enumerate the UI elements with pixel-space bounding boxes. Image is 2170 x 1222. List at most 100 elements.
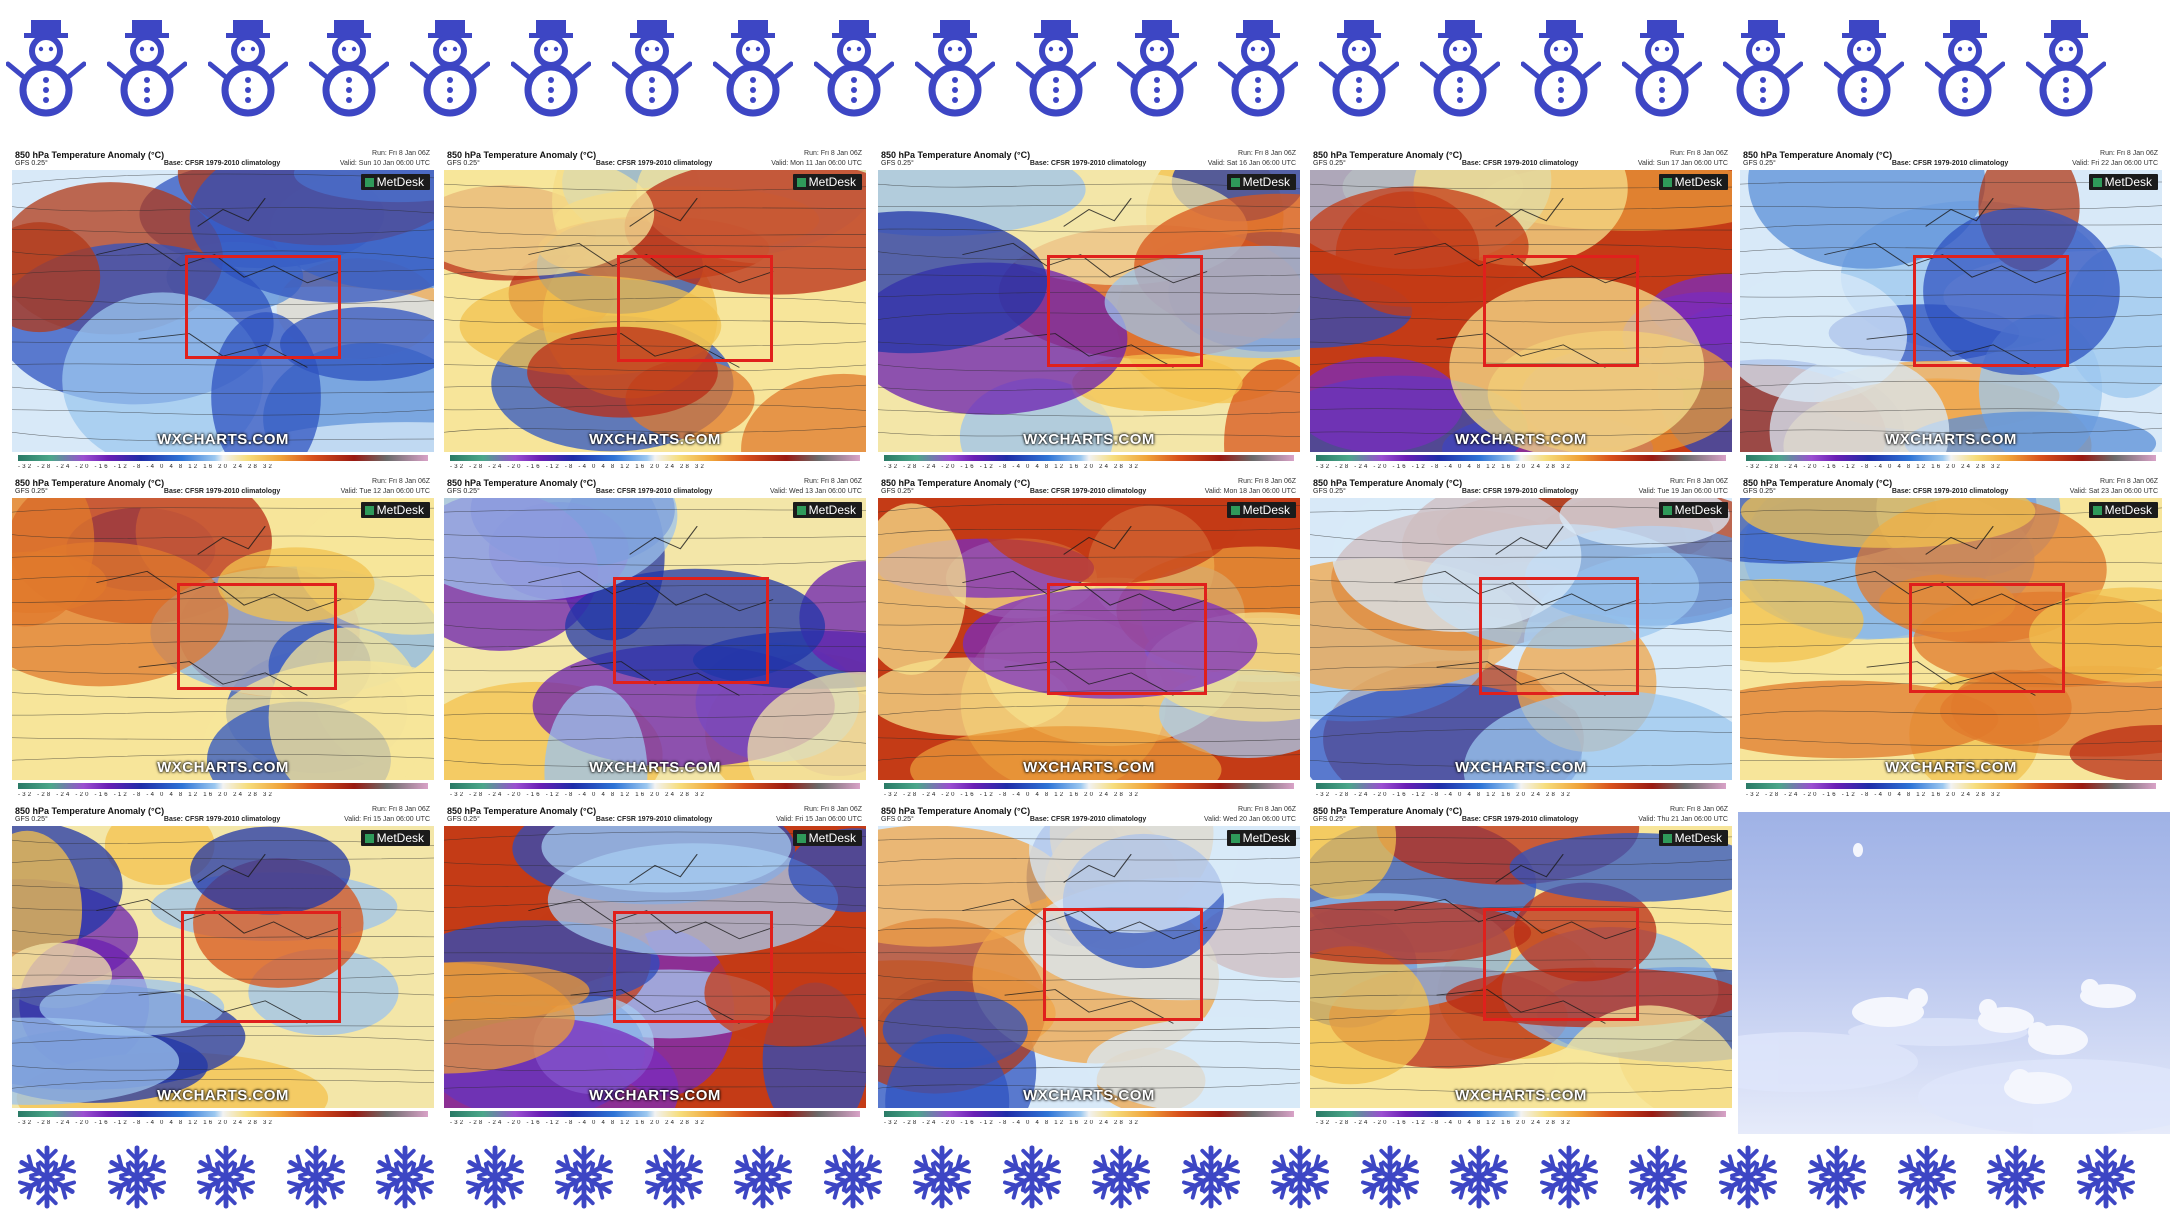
snowflake-icon — [17, 1145, 77, 1209]
snowman-icon — [1521, 20, 1601, 117]
metdesk-label: MetDesk — [1242, 175, 1290, 189]
metdesk-label: MetDesk — [808, 831, 856, 845]
snowman-icon — [1218, 20, 1298, 117]
metdesk-badge: MetDesk — [2088, 502, 2158, 518]
model-label: GFS 0.25° — [881, 160, 914, 167]
color-scale-bar — [18, 455, 428, 461]
color-scale-bar — [884, 1111, 1294, 1117]
temperature-anomaly-map-panel: 850 hPa Temperature Anomaly (°C) GFS 0.25… — [444, 806, 866, 1126]
map-title: 850 hPa Temperature Anomaly (°C) — [881, 478, 1031, 488]
map-title: 850 hPa Temperature Anomaly (°C) — [1313, 150, 1463, 160]
wxcharts-watermark: WXCHARTS.COM — [1885, 431, 2017, 448]
temperature-anomaly-map-panel: 850 hPa Temperature Anomaly (°C) GFS 0.25… — [878, 806, 1300, 1126]
valid-time-label: Valid: Fri 15 Jan 06:00 UTC — [776, 816, 862, 823]
model-label: GFS 0.25° — [1743, 488, 1776, 495]
region-highlight-box — [617, 254, 774, 362]
snowflake-icon — [2076, 1145, 2135, 1209]
snowflake-icon — [1807, 1145, 1867, 1209]
metdesk-logo-icon — [1662, 834, 1672, 843]
map-title: 850 hPa Temperature Anomaly (°C) — [447, 150, 597, 160]
map-title: 850 hPa Temperature Anomaly (°C) — [15, 478, 165, 488]
color-scale-ticks: -32 -28 -24 -20 -16 -12 -8 -4 0 4 8 12 1… — [1746, 464, 2003, 470]
temperature-anomaly-map-panel: 850 hPa Temperature Anomaly (°C) GFS 0.25… — [878, 150, 1300, 470]
model-label: GFS 0.25° — [15, 160, 48, 167]
run-time-label: Run: Fri 8 Jan 06Z — [2100, 150, 2158, 157]
color-scale-bar — [450, 783, 860, 789]
climatology-base-label: Base: CFSR 1979-2010 climatology — [1461, 488, 1579, 495]
snowflake-icon — [1986, 1145, 2046, 1209]
run-time-label: Run: Fri 8 Jan 06Z — [1238, 478, 1296, 485]
anomaly-map — [1310, 826, 1732, 1108]
snowflake-icon — [286, 1145, 345, 1209]
climatology-base-label: Base: CFSR 1979-2010 climatology — [1891, 160, 2009, 167]
metdesk-label: MetDesk — [376, 503, 424, 517]
metdesk-logo-icon — [1230, 178, 1240, 187]
snowman-icon — [1824, 20, 1904, 117]
anomaly-map — [1310, 498, 1732, 780]
temperature-anomaly-map-panel: 850 hPa Temperature Anomaly (°C) GFS 0.25… — [444, 478, 866, 798]
anomaly-map — [1740, 170, 2162, 452]
valid-time-label: Valid: Sat 23 Jan 06:00 UTC — [2069, 488, 2158, 495]
color-scale-ticks: -32 -28 -24 -20 -16 -12 -8 -4 0 4 8 12 1… — [884, 464, 1141, 470]
color-scale-bar — [884, 455, 1294, 461]
climatology-base-label: Base: CFSR 1979-2010 climatology — [163, 160, 281, 167]
temperature-anomaly-map-panel: 850 hPa Temperature Anomaly (°C) GFS 0.25… — [1310, 478, 1732, 798]
snowman-icon — [410, 20, 490, 117]
region-highlight-box — [1046, 582, 1208, 696]
map-title: 850 hPa Temperature Anomaly (°C) — [15, 150, 165, 160]
anomaly-map — [444, 826, 866, 1108]
climatology-base-label: Base: CFSR 1979-2010 climatology — [595, 488, 713, 495]
map-header: 850 hPa Temperature Anomaly (°C) GFS 0.25… — [12, 478, 434, 498]
wxcharts-watermark: WXCHARTS.COM — [1023, 759, 1155, 776]
snowman-icon — [107, 20, 187, 117]
snowflake-icon — [1002, 1145, 1061, 1209]
valid-time-label: Valid: Sun 10 Jan 06:00 UTC — [339, 160, 430, 167]
temperature-anomaly-map-panel: 850 hPa Temperature Anomaly (°C) GFS 0.25… — [444, 150, 866, 470]
map-header: 850 hPa Temperature Anomaly (°C) GFS 0.25… — [1310, 150, 1732, 170]
model-label: GFS 0.25° — [1313, 488, 1346, 495]
metdesk-badge: MetDesk — [1226, 174, 1296, 190]
run-time-label: Run: Fri 8 Jan 06Z — [1238, 150, 1296, 157]
region-highlight-box — [1913, 254, 2070, 368]
color-scale-ticks: -32 -28 -24 -20 -16 -12 -8 -4 0 4 8 12 1… — [884, 1120, 1141, 1126]
climatology-base-label: Base: CFSR 1979-2010 climatology — [1029, 160, 1147, 167]
model-label: GFS 0.25° — [1313, 160, 1346, 167]
valid-time-label: Valid: Wed 20 Jan 06:00 UTC — [1204, 816, 1296, 823]
climatology-base-label: Base: CFSR 1979-2010 climatology — [595, 816, 713, 823]
wxcharts-watermark: WXCHARTS.COM — [589, 1087, 721, 1104]
map-title: 850 hPa Temperature Anomaly (°C) — [447, 806, 597, 816]
metdesk-badge: MetDesk — [2088, 174, 2158, 190]
anomaly-map — [444, 498, 866, 780]
metdesk-badge: MetDesk — [360, 502, 430, 518]
map-header: 850 hPa Temperature Anomaly (°C) GFS 0.25… — [878, 478, 1300, 498]
temperature-anomaly-map-panel: 850 hPa Temperature Anomaly (°C) GFS 0.25… — [1310, 806, 1732, 1126]
snowman-icon — [309, 20, 389, 117]
snowflake-icon — [196, 1145, 256, 1209]
metdesk-logo-icon — [796, 834, 806, 843]
climatology-base-label: Base: CFSR 1979-2010 climatology — [1461, 816, 1579, 823]
anomaly-map — [444, 170, 866, 452]
climatology-base-label: Base: CFSR 1979-2010 climatology — [1891, 488, 2009, 495]
snowflake-icon — [1628, 1145, 1688, 1209]
snowman-icon — [1925, 20, 2005, 117]
map-header: 850 hPa Temperature Anomaly (°C) GFS 0.25… — [878, 806, 1300, 826]
map-header: 850 hPa Temperature Anomaly (°C) GFS 0.25… — [1310, 478, 1732, 498]
anomaly-map — [12, 170, 434, 452]
region-highlight-box — [1478, 576, 1640, 696]
region-highlight-box — [1042, 907, 1203, 1021]
anomaly-map — [12, 826, 434, 1108]
model-label: GFS 0.25° — [15, 816, 48, 823]
temperature-anomaly-map-panel: 850 hPa Temperature Anomaly (°C) GFS 0.25… — [1740, 478, 2162, 798]
color-scale-ticks: -32 -28 -24 -20 -16 -12 -8 -4 0 4 8 12 1… — [450, 792, 707, 798]
snowman-icon — [1622, 20, 1702, 117]
color-scale-ticks: -32 -28 -24 -20 -16 -12 -8 -4 0 4 8 12 1… — [884, 792, 1141, 798]
metdesk-logo-icon — [796, 178, 806, 187]
valid-time-label: Valid: Tue 19 Jan 06:00 UTC — [1638, 488, 1728, 495]
metdesk-label: MetDesk — [376, 175, 424, 189]
snowflake-icon — [1539, 1145, 1598, 1209]
color-scale-ticks: -32 -28 -24 -20 -16 -12 -8 -4 0 4 8 12 1… — [18, 464, 275, 470]
snowman-icon — [1016, 20, 1096, 117]
snowflake-icon — [375, 1145, 435, 1209]
wxcharts-watermark: WXCHARTS.COM — [1023, 1087, 1155, 1104]
snowflake-icon — [554, 1145, 614, 1209]
